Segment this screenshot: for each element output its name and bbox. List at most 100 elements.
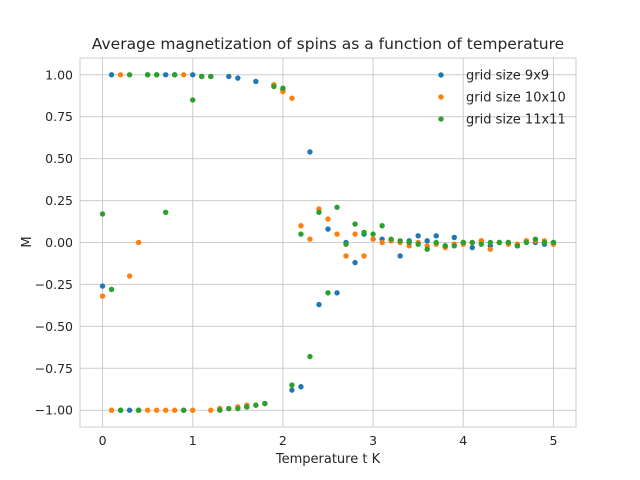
data-point bbox=[253, 402, 259, 408]
data-point bbox=[162, 209, 169, 216]
data-point bbox=[352, 231, 358, 237]
y-tick-label: 0.00 bbox=[45, 235, 73, 250]
data-point bbox=[487, 246, 494, 252]
data-point bbox=[235, 75, 241, 81]
data-point bbox=[334, 204, 340, 210]
data-point bbox=[487, 239, 494, 246]
legend-label: grid size 11x11 bbox=[466, 113, 566, 128]
data-point bbox=[226, 405, 232, 412]
data-point bbox=[451, 234, 457, 241]
data-point bbox=[226, 73, 232, 80]
data-point bbox=[523, 239, 530, 246]
legend-marker bbox=[438, 116, 444, 122]
data-point bbox=[135, 407, 142, 413]
y-tick-labels: −1.00 −0.75 −0.50 −0.25 0.00 0.25 0.50 0.75 1.00 bbox=[35, 67, 73, 417]
data-point bbox=[190, 407, 196, 413]
y-tick-label: −0.75 bbox=[35, 361, 73, 376]
data-point bbox=[397, 253, 403, 259]
data-point bbox=[289, 95, 295, 101]
data-point bbox=[190, 97, 196, 103]
data-point bbox=[244, 404, 250, 410]
data-point bbox=[541, 239, 548, 246]
legend: grid size 9x9 grid size 10x10 grid size 11… bbox=[438, 69, 566, 128]
plot-area-frame bbox=[79, 57, 577, 428]
data-point bbox=[415, 241, 421, 247]
data-point bbox=[424, 246, 430, 252]
data-point bbox=[352, 259, 358, 266]
y-axis-label: M bbox=[20, 236, 35, 247]
data-point bbox=[334, 231, 340, 237]
data-points bbox=[99, 72, 557, 413]
data-point bbox=[99, 283, 106, 289]
data-point bbox=[325, 290, 331, 296]
data-point bbox=[217, 407, 223, 413]
data-point bbox=[162, 72, 169, 78]
data-point bbox=[199, 73, 205, 80]
data-point bbox=[325, 226, 331, 232]
data-point bbox=[370, 236, 376, 242]
data-point bbox=[505, 239, 512, 246]
data-point bbox=[514, 243, 521, 249]
data-point bbox=[469, 244, 475, 251]
data-point bbox=[460, 239, 466, 246]
legend-marker bbox=[438, 94, 444, 100]
data-point bbox=[171, 72, 178, 78]
data-point bbox=[280, 85, 286, 91]
data-point bbox=[433, 239, 439, 246]
data-point bbox=[379, 239, 385, 246]
legend-label: grid size 10x10 bbox=[466, 91, 566, 106]
data-point bbox=[442, 243, 448, 249]
data-point bbox=[271, 83, 277, 90]
data-point bbox=[99, 211, 106, 217]
data-point bbox=[388, 236, 394, 242]
x-tick-label: 5 bbox=[549, 433, 557, 448]
data-point bbox=[262, 400, 268, 407]
legend-marker bbox=[438, 72, 444, 78]
data-point bbox=[135, 239, 142, 246]
data-point bbox=[325, 216, 331, 222]
data-point bbox=[289, 387, 295, 393]
chart-title: Average magnetization of spins as a func… bbox=[92, 35, 564, 53]
data-point bbox=[99, 293, 106, 299]
data-point bbox=[108, 286, 115, 293]
data-point bbox=[307, 236, 313, 242]
data-point bbox=[171, 407, 178, 413]
data-point bbox=[352, 221, 358, 227]
y-tick-label: 0.25 bbox=[45, 193, 73, 208]
data-point bbox=[532, 236, 539, 242]
y-tick-label: −0.50 bbox=[35, 319, 73, 334]
data-point bbox=[550, 239, 557, 246]
data-point bbox=[379, 223, 385, 229]
data-point bbox=[181, 72, 187, 78]
legend-label: grid size 9x9 bbox=[466, 69, 549, 84]
data-point bbox=[208, 73, 214, 80]
y-tick-label: 0.50 bbox=[45, 151, 73, 166]
x-tick-label: 0 bbox=[99, 433, 107, 448]
data-point bbox=[298, 231, 304, 237]
series-3-points bbox=[99, 72, 557, 413]
data-point bbox=[406, 239, 412, 246]
data-point bbox=[126, 72, 133, 78]
x-tick-label: 2 bbox=[279, 433, 287, 448]
data-point bbox=[108, 407, 115, 413]
x-tick-label: 3 bbox=[369, 433, 377, 448]
data-point bbox=[415, 233, 421, 239]
data-point bbox=[153, 407, 160, 413]
data-point bbox=[235, 405, 241, 412]
data-point bbox=[496, 239, 503, 246]
data-point bbox=[298, 384, 304, 390]
data-point bbox=[153, 72, 160, 78]
y-tick-label: 1.00 bbox=[45, 67, 73, 82]
data-point bbox=[469, 239, 475, 246]
data-point bbox=[343, 241, 349, 247]
data-point bbox=[316, 301, 322, 308]
data-point bbox=[208, 407, 214, 413]
x-axis-label: Temperature t K bbox=[275, 452, 381, 467]
data-point bbox=[117, 72, 124, 78]
data-point bbox=[397, 238, 403, 244]
data-point bbox=[361, 229, 367, 236]
data-point bbox=[298, 223, 304, 229]
data-point bbox=[126, 407, 133, 413]
x-tick-label: 4 bbox=[459, 433, 467, 448]
